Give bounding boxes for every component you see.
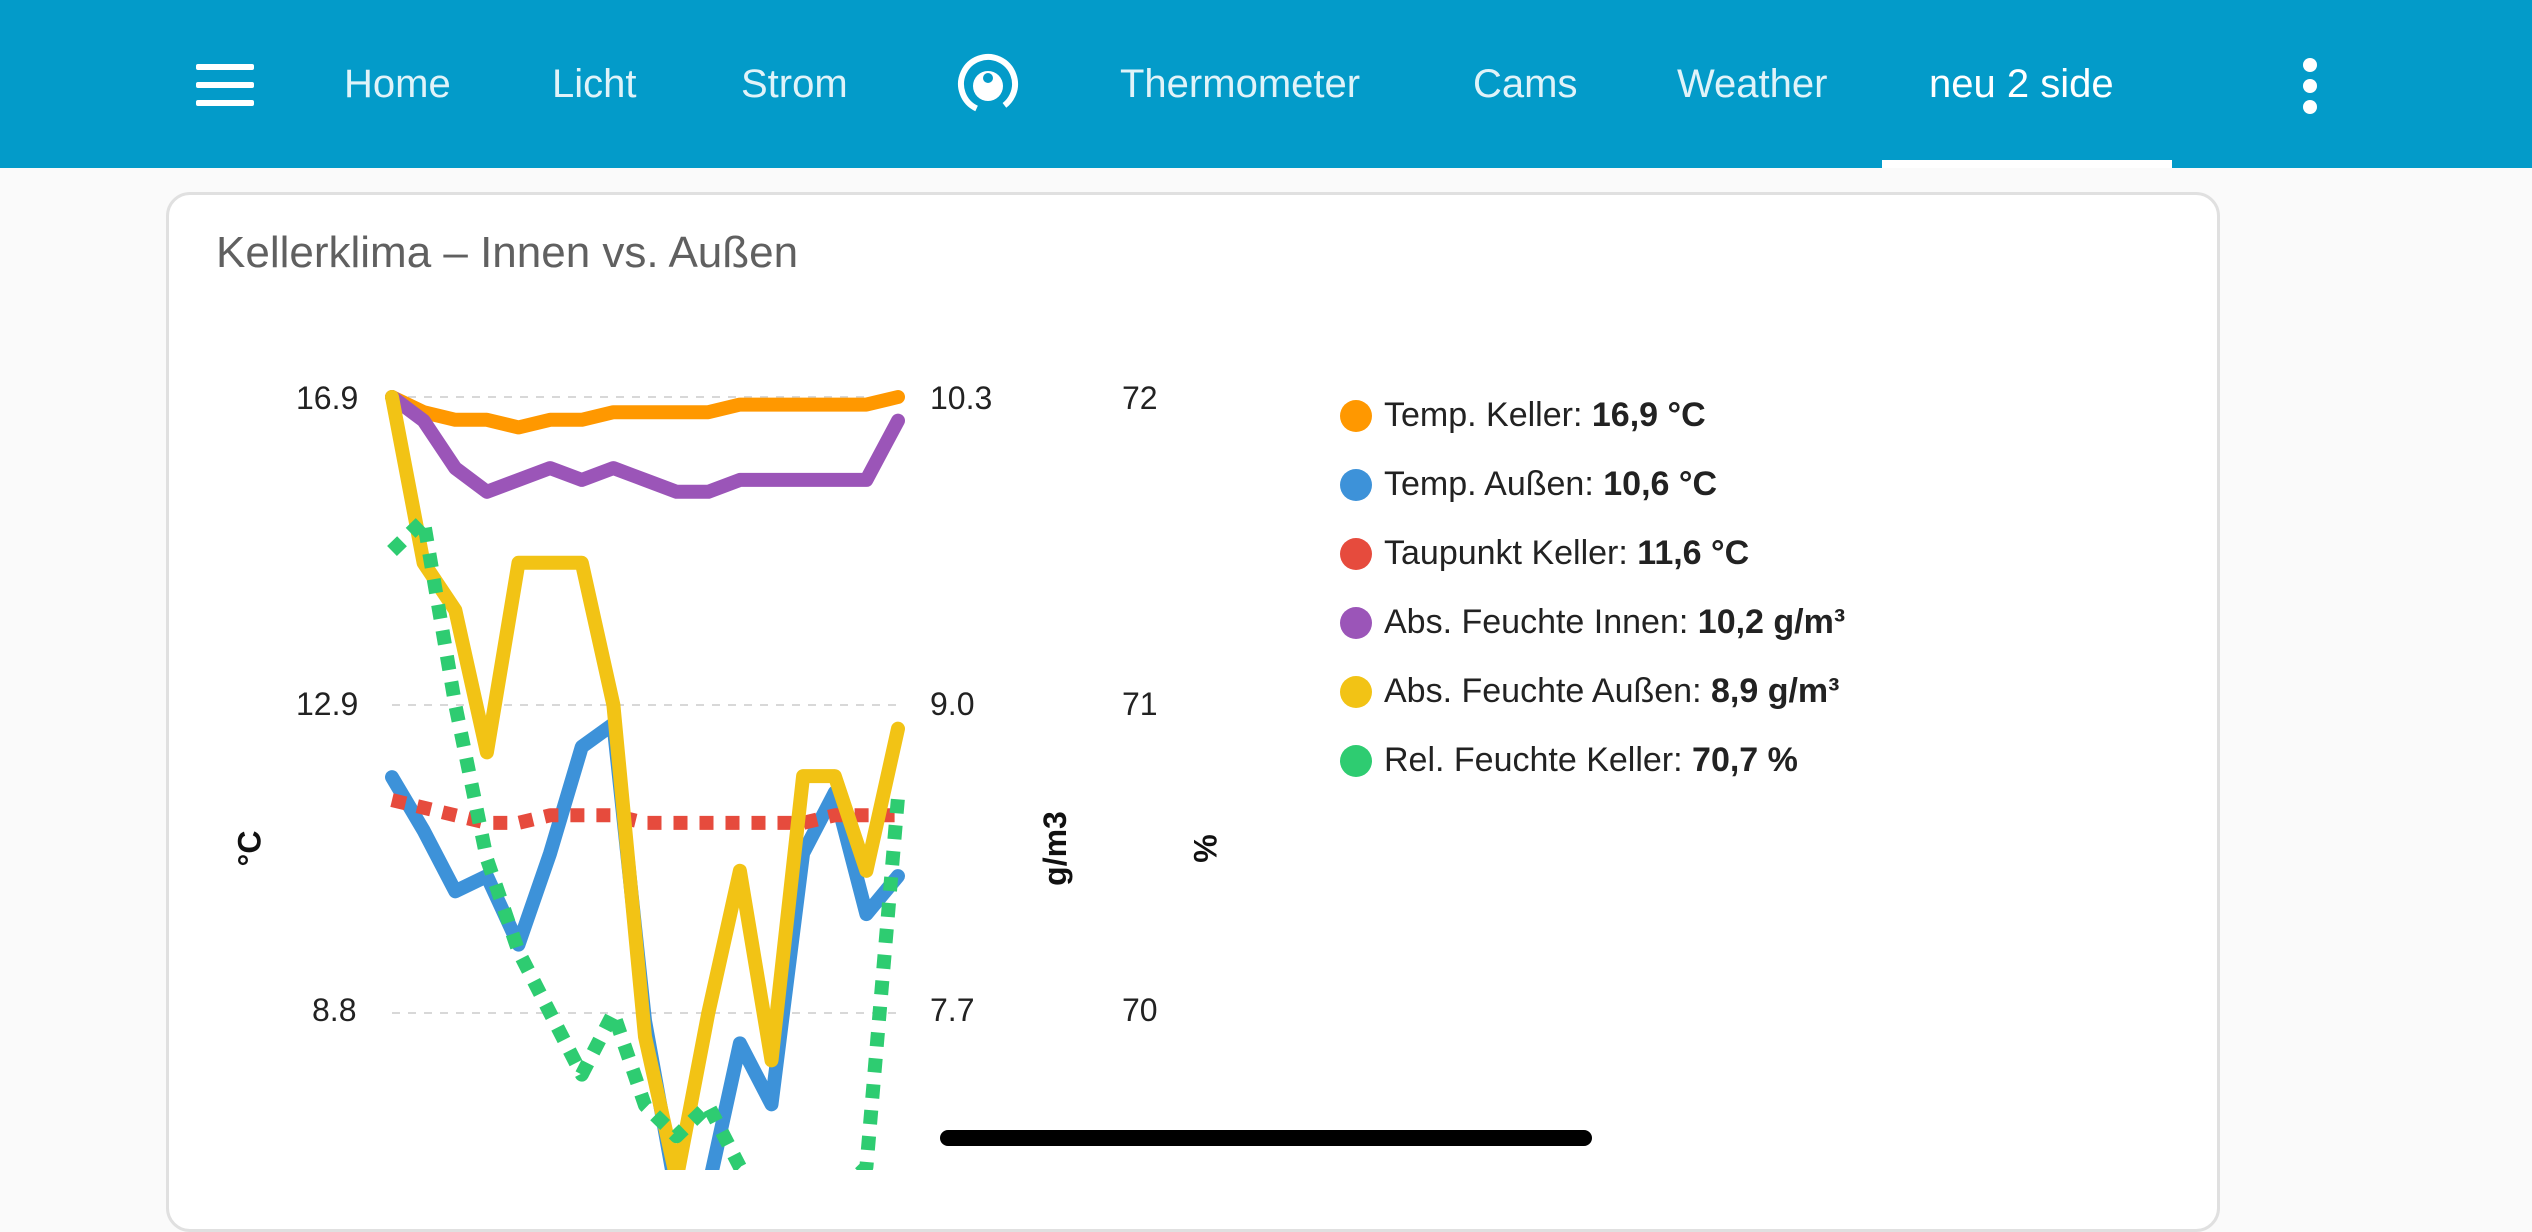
- tab-cams[interactable]: Cams: [1473, 62, 1578, 106]
- legend-series-name: Rel. Feuchte Keller: [1384, 741, 1674, 779]
- legend-color-dot: [1340, 469, 1372, 501]
- legend-label: Temp. Keller: 16,9 °C: [1384, 396, 1706, 434]
- mid-axis-tick: 10.3: [930, 380, 993, 416]
- top-app-bar: Home Licht Strom Thermometer Cams Weathe…: [0, 0, 2532, 168]
- chart-plot-area: [385, 390, 905, 1170]
- legend-label: Taupunkt Keller: 11,6 °C: [1384, 534, 1750, 572]
- legend-color-dot: [1340, 607, 1372, 639]
- series-line-3: [385, 390, 905, 499]
- right-axis-tick: 70: [1122, 992, 1158, 1028]
- legend-color-dot: [1340, 400, 1372, 432]
- home-indicator: [940, 1130, 1592, 1146]
- legend-series-value: 70,7 %: [1692, 741, 1798, 779]
- active-tab-indicator: [1882, 160, 2172, 168]
- legend-label: Rel. Feuchte Keller: 70,7 %: [1384, 741, 1798, 779]
- hamburger-menu-icon[interactable]: [196, 64, 254, 106]
- legend-series-value: 10,6 °C: [1603, 465, 1718, 503]
- more-vertical-icon[interactable]: [2296, 58, 2324, 114]
- legend-series-name: Temp. Außen: [1384, 465, 1585, 503]
- legend-series-name: Abs. Feuchte Außen: [1384, 672, 1693, 710]
- right-axis-tick: 72: [1122, 380, 1158, 416]
- legend-color-dot: [1340, 745, 1372, 777]
- legend-series-name: Taupunkt Keller: [1384, 534, 1619, 572]
- legend-series-value: 16,9 °C: [1591, 396, 1706, 434]
- dial-icon[interactable]: [956, 52, 1020, 116]
- tab-licht[interactable]: Licht: [552, 62, 637, 106]
- series-line-0: [385, 390, 905, 435]
- left-axis-tick: 12.9: [296, 686, 359, 722]
- tab-home[interactable]: Home: [344, 62, 451, 106]
- legend-series-value: 8,9 g/m³: [1710, 672, 1840, 710]
- card-title: Kellerklima – Innen vs. Außen: [216, 228, 799, 277]
- legend-series-name: Abs. Feuchte Innen: [1384, 603, 1679, 641]
- legend-color-dot: [1340, 676, 1372, 708]
- tab-neu-2-side[interactable]: neu 2 side: [1929, 62, 2114, 106]
- left-axis-tick: 8.8: [312, 992, 357, 1028]
- mid-axis-tick: 9.0: [930, 686, 975, 722]
- legend-series-name: Temp. Keller: [1384, 396, 1573, 434]
- legend-label: Abs. Feuchte Innen: 10,2 g/m³: [1384, 603, 1846, 641]
- series-line-5: [387, 513, 905, 1170]
- legend-label: Temp. Außen: 10,6 °C: [1384, 465, 1718, 503]
- series-line-4: [385, 390, 905, 1170]
- legend-series-value: 11,6 °C: [1637, 534, 1750, 572]
- left-axis-tick: 16.9: [296, 380, 359, 416]
- tab-weather[interactable]: Weather: [1677, 62, 1828, 106]
- tab-thermometer[interactable]: Thermometer: [1120, 62, 1361, 106]
- legend-color-dot: [1340, 538, 1372, 570]
- right-axis-tick: 71: [1122, 686, 1158, 722]
- legend-series-value: 10,2 g/m³: [1697, 603, 1846, 641]
- tab-strom[interactable]: Strom: [741, 62, 848, 106]
- mid-axis-tick: 7.7: [930, 992, 975, 1028]
- legend-label: Abs. Feuchte Außen: 8,9 g/m³: [1384, 672, 1840, 710]
